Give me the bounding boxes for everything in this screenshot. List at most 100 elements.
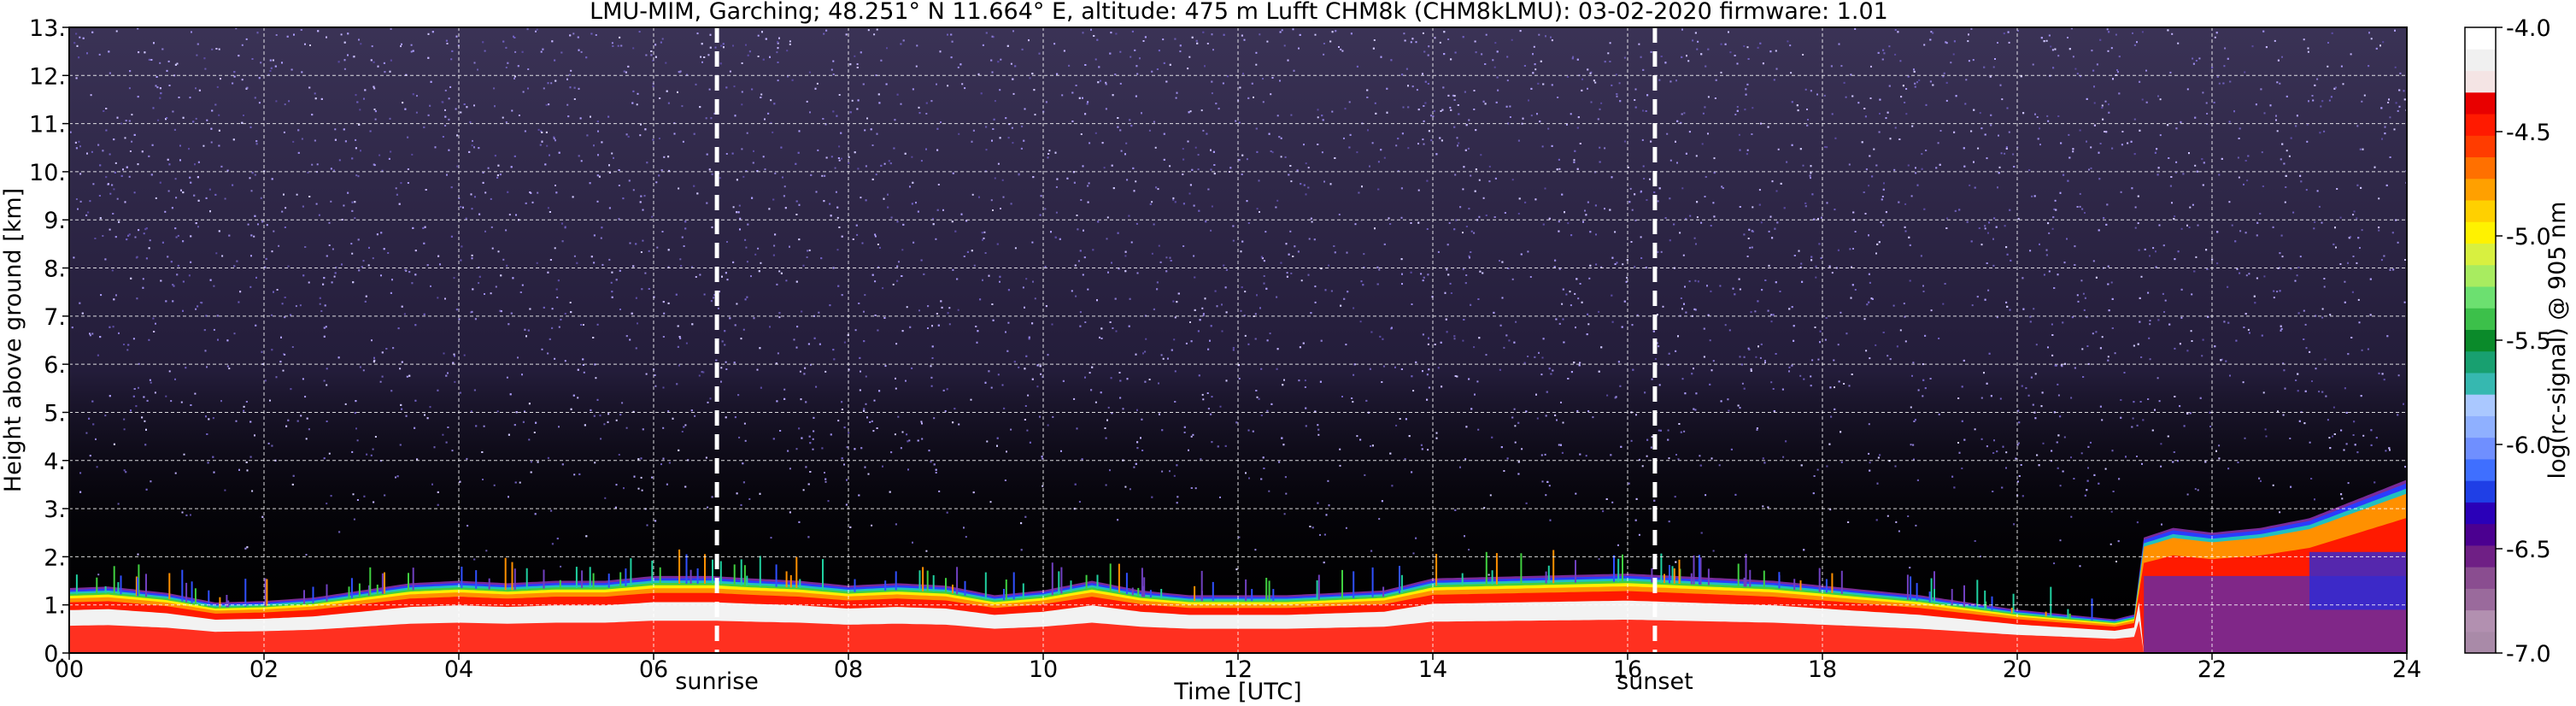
- cloud-spike: [1485, 551, 1488, 585]
- y-tick-label: 13.: [29, 15, 66, 42]
- colorbar-label: log(rc-signal) @ 905 nm: [2544, 202, 2571, 479]
- cloud-spike: [1984, 590, 1986, 610]
- cloud-spike: [1200, 591, 1203, 602]
- cloud-spike: [884, 580, 887, 591]
- colorbar-band: [2465, 91, 2496, 115]
- sunrise-label: sunrise: [675, 668, 759, 695]
- cloud-spike: [303, 590, 305, 604]
- cloud-spike: [1963, 585, 1965, 607]
- cloud-spike: [1552, 550, 1555, 584]
- cloud-spike: [630, 558, 632, 586]
- cloud-spike: [1005, 580, 1007, 601]
- cloud-spike: [1109, 563, 1112, 591]
- cloud-spike: [475, 570, 478, 589]
- colorbar-bands: [2465, 27, 2496, 654]
- cloud-spike: [1678, 559, 1681, 584]
- cloud-spike: [113, 566, 115, 594]
- cloud-spike: [1916, 583, 1918, 601]
- cloud-spike: [1070, 580, 1072, 592]
- cloud-spike: [1930, 578, 1933, 603]
- cloud-spike: [369, 567, 372, 596]
- colorbar-tick-label: -5.5: [2506, 328, 2551, 355]
- cloud-spike: [208, 590, 210, 607]
- colorbar-band: [2465, 523, 2496, 546]
- cloud-spike: [266, 579, 268, 607]
- cloud-spike: [759, 556, 761, 586]
- colorbar-tick-label: -4.0: [2506, 15, 2551, 42]
- cloud-spike: [2045, 611, 2047, 617]
- cloud-spike: [1317, 574, 1320, 600]
- cloud-spike: [1933, 571, 1935, 603]
- cloud-spike: [525, 568, 528, 590]
- cloud-spike: [1976, 580, 1979, 609]
- x-tick-label: 14: [1418, 656, 1447, 683]
- colorbar-band: [2465, 199, 2496, 222]
- y-tick-label: 11.: [29, 112, 66, 138]
- colorbar-band: [2465, 372, 2496, 395]
- cloud-spike: [607, 574, 610, 588]
- cloud-spike: [312, 586, 314, 603]
- cloud-spike: [785, 571, 788, 588]
- cloud-spike: [1341, 569, 1343, 599]
- cloud-spike: [1435, 554, 1438, 586]
- plot-area: [68, 26, 2408, 654]
- cloud-spike: [659, 567, 661, 584]
- cloud-spike: [2068, 613, 2071, 619]
- x-tick-label: 10: [1029, 656, 1058, 683]
- cloud-spike: [1400, 574, 1403, 593]
- y-tick-label: 9.: [44, 208, 66, 234]
- cloud-spike: [918, 570, 921, 591]
- cloud-spike: [408, 573, 409, 591]
- colorbar-band: [2465, 27, 2496, 50]
- cloud-spike: [956, 567, 959, 595]
- cloud-spike: [1125, 573, 1128, 595]
- colorbar-band: [2465, 113, 2496, 136]
- cloud-spike: [964, 580, 966, 596]
- y-tick-label: 1.: [44, 593, 66, 620]
- y-tick-label: 7.: [44, 304, 66, 331]
- colorbar-tick-label: -6.0: [2506, 432, 2551, 459]
- cloud-spike: [1818, 568, 1821, 592]
- cloud-spike: [381, 573, 384, 594]
- colorbar-band: [2465, 480, 2496, 503]
- y-tick-label: 10.: [29, 160, 66, 186]
- cloud-spike: [789, 574, 792, 588]
- x-tick-label: 06: [639, 656, 668, 683]
- cloud-spike: [488, 578, 490, 590]
- cloud-spike: [1693, 555, 1695, 585]
- cloud-spike: [191, 581, 193, 603]
- y-tick-label: 6.: [44, 352, 66, 379]
- cloud-spike: [226, 595, 228, 608]
- cloud-spike: [1825, 579, 1828, 593]
- cloud-spike: [559, 580, 561, 588]
- cloud-spike: [1200, 570, 1203, 602]
- x-tick-label: 00: [55, 656, 84, 683]
- grid-lines: [69, 27, 2407, 653]
- colorbar-band: [2465, 156, 2496, 179]
- chart-title: LMU-MIM, Garching; 48.251° N 11.664° E, …: [590, 0, 1888, 25]
- x-tick-label: 20: [2003, 656, 2032, 683]
- colorbar-band: [2465, 178, 2496, 201]
- cloud-spike: [689, 569, 692, 584]
- cloud-spike: [1003, 589, 1005, 601]
- cloud-spike: [743, 565, 746, 585]
- cloud-spike: [984, 572, 987, 600]
- colorbar-band: [2465, 394, 2496, 416]
- cloud-spike: [1737, 563, 1740, 587]
- cloud-spike: [367, 585, 370, 597]
- cloud-spike: [120, 575, 122, 595]
- x-tick-label: 24: [2392, 656, 2421, 683]
- cloud-spike: [575, 567, 578, 588]
- cloud-spike: [504, 557, 507, 591]
- colorbar-band: [2465, 544, 2496, 568]
- cloud-spike: [1353, 571, 1355, 598]
- cloud-spike: [543, 569, 545, 589]
- y-tick-label: 5.: [44, 400, 66, 427]
- cloud-spike: [244, 579, 247, 607]
- cloud-spike: [1651, 568, 1653, 583]
- cloud-spike: [1131, 587, 1134, 596]
- cloud-spike: [145, 574, 147, 597]
- cloud-spike: [592, 573, 595, 588]
- cloud-spike: [625, 568, 627, 586]
- cloud-spike: [952, 585, 954, 594]
